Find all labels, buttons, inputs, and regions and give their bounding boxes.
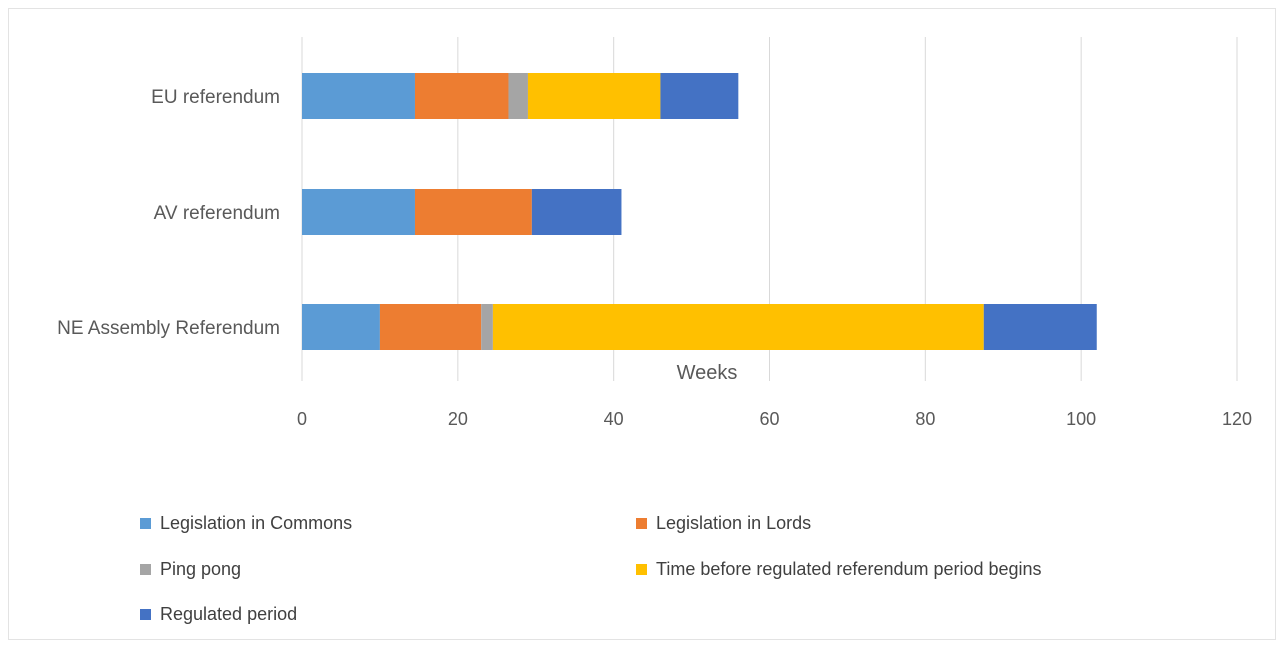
legend-label: Legislation in Lords bbox=[656, 513, 811, 533]
legend-label: Legislation in Commons bbox=[160, 513, 352, 533]
x-tick-label: 0 bbox=[297, 409, 307, 429]
x-tick-label: 100 bbox=[1066, 409, 1096, 429]
x-tick-label: 40 bbox=[604, 409, 624, 429]
bar-segment bbox=[379, 304, 482, 350]
bar-segment bbox=[414, 189, 532, 235]
bar-segment bbox=[302, 189, 415, 235]
bar-segment bbox=[660, 73, 739, 119]
bar-segment bbox=[508, 73, 528, 119]
legend-swatch bbox=[636, 564, 647, 575]
bars bbox=[302, 73, 1097, 350]
bar-segment bbox=[492, 304, 984, 350]
x-tick-label: 120 bbox=[1222, 409, 1252, 429]
bar-segment bbox=[481, 304, 493, 350]
bar-segment bbox=[531, 189, 622, 235]
x-axis-title: Weeks bbox=[677, 362, 738, 384]
x-tick-label: 80 bbox=[915, 409, 935, 429]
bar-segment bbox=[302, 304, 380, 350]
bar-segment bbox=[414, 73, 509, 119]
x-tick-labels: 0 20 40 60 80 100 120 bbox=[297, 409, 1252, 429]
x-tick-label: 20 bbox=[448, 409, 468, 429]
legend-swatch bbox=[140, 564, 151, 575]
category-label: NE Assembly Referendum bbox=[57, 318, 280, 339]
legend-swatch bbox=[636, 518, 647, 529]
legend-label: Time before regulated referendum period … bbox=[656, 559, 1042, 579]
legend-swatch bbox=[140, 609, 151, 620]
bar-segment bbox=[527, 73, 661, 119]
category-label: AV referendum bbox=[154, 203, 280, 224]
category-label: EU referendum bbox=[151, 87, 280, 108]
category-labels: EU referendum AV referendum NE Assembly Re… bbox=[57, 87, 280, 339]
legend-swatch bbox=[140, 518, 151, 529]
legend-label: Regulated period bbox=[160, 604, 297, 624]
bar-segment bbox=[983, 304, 1097, 350]
bar-segment bbox=[302, 73, 415, 119]
legend: Legislation in Commons Legislation in Lor… bbox=[140, 513, 1042, 624]
x-tick-label: 60 bbox=[759, 409, 779, 429]
legend-label: Ping pong bbox=[160, 559, 241, 579]
